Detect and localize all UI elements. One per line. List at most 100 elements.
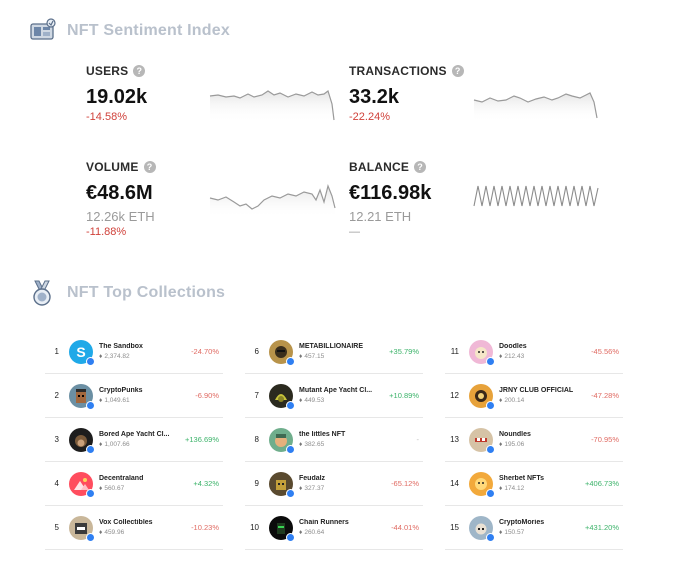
collection-volume: 1,049.61: [104, 397, 130, 404]
collection-volume: 1,007.66: [104, 441, 130, 448]
collections-section-title: NFT Top Collections: [67, 284, 226, 301]
collection-row[interactable]: 8 the littles NFT ♦ 382.65 -: [245, 418, 423, 462]
eth-icon: ♦: [99, 529, 103, 536]
collection-change: -24.70%: [191, 347, 219, 356]
feudalz-icon: [269, 471, 295, 498]
eth-icon: ♦: [499, 397, 503, 404]
collection-change: -44.01%: [391, 523, 419, 532]
collection-name[interactable]: CryptoPunks: [99, 387, 143, 394]
collection-volume: 2,374.82: [104, 353, 130, 360]
collection-change: -47.28%: [591, 391, 619, 400]
users-metric: USERS ? 19.02k -14.58%: [86, 64, 147, 123]
collection-volume: 327.37: [304, 485, 325, 492]
volume-sparkline: [209, 184, 336, 218]
sentiment-section-title: NFT Sentiment Index: [67, 22, 230, 39]
collection-row[interactable]: 15 CryptoMories ♦ 150.57 +431.20%: [445, 506, 623, 550]
collection-rank: 5: [54, 523, 59, 532]
collection-rank: 10: [250, 523, 259, 532]
ape-icon: [69, 427, 95, 454]
sherbet-icon: [469, 471, 495, 498]
verified-icon: [286, 532, 295, 542]
volume-eth: 12.26k ETH: [86, 209, 155, 224]
collection-volume: 195.06: [504, 441, 525, 448]
users-value: 19.02k: [86, 86, 148, 108]
collection-row[interactable]: 4 Decentraland ♦ 560.67 +4.32%: [45, 462, 223, 506]
collection-name[interactable]: Decentraland: [99, 475, 144, 482]
collection-row[interactable]: 12 JRNY CLUB OFFICIAL ♦ 200.14 -47.28%: [445, 374, 623, 418]
eth-icon: ♦: [99, 441, 103, 448]
collection-change: +136.69%: [185, 435, 219, 444]
eth-icon: ♦: [299, 485, 303, 492]
balance-metric: BALANCE ? €116.98k 12.21 ETH —: [349, 160, 431, 238]
collection-name[interactable]: the littles NFT: [299, 431, 346, 438]
transactions-change: -22.24%: [349, 111, 390, 123]
collection-row[interactable]: 7 Mutant Ape Yacht Cl... ♦ 449.53 +10.89%: [245, 374, 423, 418]
verified-icon: [486, 356, 495, 366]
collection-rank: 9: [254, 479, 259, 488]
collection-rank: 7: [254, 391, 259, 400]
eth-icon: ♦: [299, 397, 303, 404]
noundles-icon: [469, 427, 495, 454]
collection-name[interactable]: Doodles: [499, 343, 527, 350]
collection-name[interactable]: The Sandbox: [99, 343, 143, 350]
collection-change: +10.89%: [389, 391, 419, 400]
collection-name[interactable]: Bored Ape Yacht Cl...: [99, 431, 170, 438]
collection-row[interactable]: 10 Chain Runners ♦ 260.64 -44.01%: [245, 506, 423, 550]
doodles-icon: [469, 339, 495, 366]
collection-volume: 212.43: [504, 353, 525, 360]
transactions-metric: TRANSACTIONS ? 33.2k -22.24%: [349, 64, 464, 123]
collections-column-1: 1 S The Sandbox ♦ 2,374.82 -24.70% 2 Crypt…: [45, 330, 223, 550]
collection-rank: 6: [254, 347, 259, 356]
collection-name[interactable]: CryptoMories: [499, 519, 545, 526]
collection-volume: 260.64: [304, 529, 325, 536]
verified-icon: [86, 356, 95, 366]
verified-icon: [86, 444, 95, 454]
collection-change: +4.32%: [193, 479, 219, 488]
collection-row[interactable]: 11 Doodles ♦ 212.43 -45.56%: [445, 330, 623, 374]
collection-rank: 3: [54, 435, 59, 444]
collection-name[interactable]: Sherbet NFTs: [499, 475, 544, 482]
verified-icon: [286, 488, 295, 498]
balance-change: —: [349, 226, 360, 238]
users-label: USERS: [86, 64, 129, 78]
volume-label: VOLUME: [86, 160, 139, 174]
collection-name[interactable]: JRNY CLUB OFFICIAL: [499, 387, 574, 394]
balance-help-icon[interactable]: ?: [414, 161, 427, 173]
collection-volume: 457.15: [304, 353, 325, 360]
eth-icon: ♦: [499, 485, 503, 492]
volume-help-icon[interactable]: ?: [143, 161, 156, 173]
vox-icon: [69, 515, 95, 542]
eth-icon: ♦: [299, 441, 303, 448]
collection-name[interactable]: Feudalz: [299, 475, 326, 482]
collection-row[interactable]: 2 CryptoPunks ♦ 1,049.61 -6.90%: [45, 374, 223, 418]
collection-name[interactable]: Mutant Ape Yacht Cl...: [299, 387, 373, 394]
metabillionaire-icon: [269, 339, 295, 366]
verified-icon: [486, 488, 495, 498]
verified-icon: [286, 400, 295, 410]
transactions-value: 33.2k: [349, 86, 400, 108]
collection-name[interactable]: Vox Collectibles: [99, 519, 153, 526]
transactions-help-icon[interactable]: ?: [451, 65, 464, 77]
collection-name[interactable]: Noundles: [499, 431, 531, 438]
users-sparkline: [209, 90, 335, 122]
verified-icon: [86, 488, 95, 498]
collection-row[interactable]: 14 Sherbet NFTs ♦ 174.12 +406.73%: [445, 462, 623, 506]
collection-row[interactable]: 1 S The Sandbox ♦ 2,374.82 -24.70%: [45, 330, 223, 374]
users-help-icon[interactable]: ?: [133, 65, 146, 77]
collection-row[interactable]: 13 Noundles ♦ 195.06 -70.95%: [445, 418, 623, 462]
collection-row[interactable]: 6 METABILLIONAIRE ♦ 457.15 +35.79%: [245, 330, 423, 374]
collection-row[interactable]: 3 Bored Ape Yacht Cl... ♦ 1,007.66 +136.69…: [45, 418, 223, 462]
eth-icon: ♦: [99, 353, 103, 360]
eth-icon: ♦: [299, 353, 303, 360]
collection-name[interactable]: METABILLIONAIRE: [299, 343, 364, 350]
collection-row[interactable]: 5 Vox Collectibles ♦ 459.96 -10.23%: [45, 506, 223, 550]
collection-change: +431.20%: [585, 523, 619, 532]
svg-text:S: S: [76, 344, 85, 360]
collection-rank: 4: [54, 479, 59, 488]
collection-rank: 13: [450, 435, 459, 444]
collection-volume: 459.96: [104, 529, 125, 536]
collection-name[interactable]: Chain Runners: [299, 519, 349, 526]
users-change: -14.58%: [86, 111, 127, 123]
collections-column-2: 6 METABILLIONAIRE ♦ 457.15 +35.79% 7 Mutan…: [245, 330, 423, 550]
collection-row[interactable]: 9 Feudalz ♦ 327.37 -65.12%: [245, 462, 423, 506]
